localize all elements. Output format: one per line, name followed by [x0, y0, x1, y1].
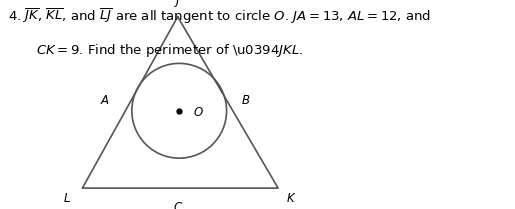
Text: $A$: $A$: [100, 94, 110, 107]
Text: $CK = 9$. Find the perimeter of \u0394$JKL$.: $CK = 9$. Find the perimeter of \u0394$J…: [36, 42, 303, 59]
Text: $L$: $L$: [63, 192, 71, 205]
Text: $K$: $K$: [286, 192, 296, 205]
Text: $B$: $B$: [241, 94, 250, 107]
Text: $C$: $C$: [173, 201, 183, 209]
Text: $O$: $O$: [193, 106, 204, 119]
Text: 4. $\overline{JK}$, $\overline{KL}$, and $\overline{LJ}$ are all tangent to circ: 4. $\overline{JK}$, $\overline{KL}$, and…: [8, 6, 431, 25]
Text: $J$: $J$: [174, 0, 181, 9]
